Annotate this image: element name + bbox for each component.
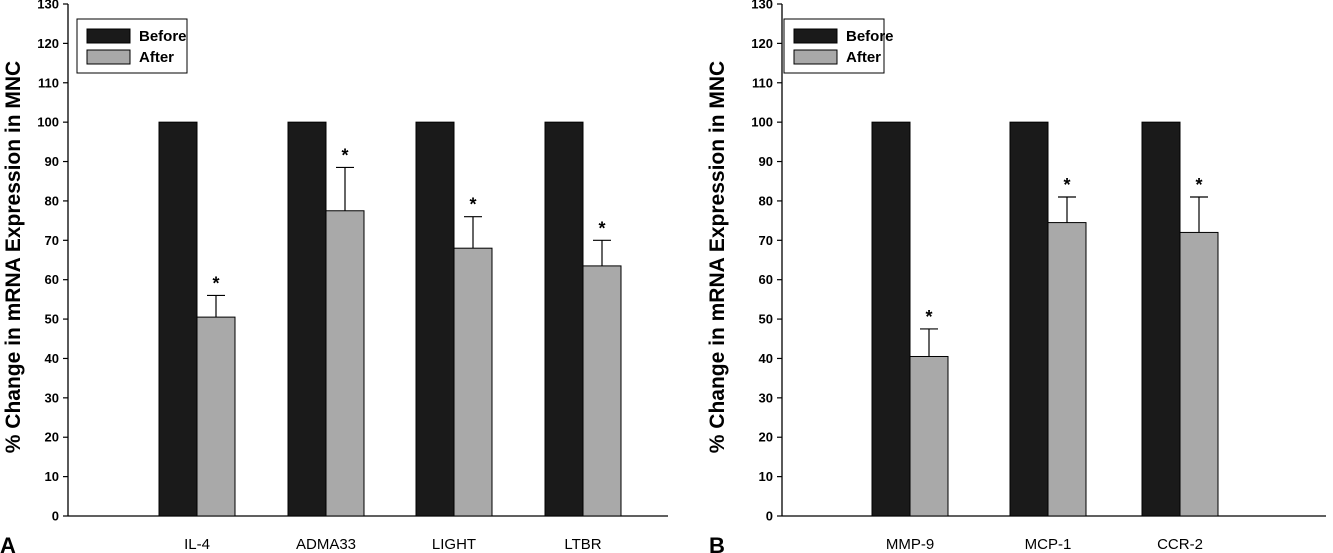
y-tick-label: 60 — [759, 272, 773, 287]
y-tick-label: 10 — [45, 469, 59, 484]
y-tick-label: 20 — [45, 430, 59, 445]
panel-label: A — [0, 533, 16, 553]
y-tick-label: 100 — [37, 115, 59, 130]
legend-swatch — [793, 49, 838, 65]
category-label: MCP-1 — [1025, 536, 1072, 553]
bar-before — [1141, 121, 1181, 517]
bar-after — [325, 210, 365, 517]
panel-b: 0 10 20 30 40 50 60 70 80 90 100 110 120 130 % Change … — [706, 0, 1326, 553]
significance-star: * — [1063, 175, 1070, 195]
y-tick-label: 40 — [759, 351, 773, 366]
bar-after — [1047, 222, 1087, 517]
legend-swatch — [793, 28, 838, 44]
y-tick-label: 50 — [759, 312, 773, 327]
panel-a: 0 10 20 30 40 50 60 70 80 90 100 110 120 130 % Change … — [0, 0, 668, 553]
y-tick-label: 30 — [759, 390, 773, 405]
significance-star: * — [469, 195, 476, 215]
significance-star: * — [1195, 175, 1202, 195]
y-tick-label: 100 — [751, 115, 773, 130]
significance-star: * — [212, 273, 219, 293]
y-tick-label: 10 — [759, 469, 773, 484]
legend-label: Before — [139, 28, 187, 45]
legend-label: After — [846, 49, 881, 66]
y-axis-title: % Change in mRNA Expression in MNC — [2, 61, 25, 453]
y-tick-label: 90 — [759, 154, 773, 169]
y-tick-label: 90 — [45, 154, 59, 169]
y-axis-title: % Change in mRNA Expression in MNC — [706, 61, 729, 453]
bar-after — [196, 316, 236, 517]
significance-star: * — [341, 145, 348, 165]
bar-before — [415, 121, 455, 517]
legend-swatch — [86, 28, 131, 44]
bar-before — [1009, 121, 1049, 517]
category-label: IL-4 — [184, 536, 210, 553]
y-tick-label: 110 — [38, 75, 59, 90]
category-label: LTBR — [564, 536, 601, 553]
legend-label: Before — [846, 28, 894, 45]
bar-before — [544, 121, 584, 517]
bar-before — [871, 121, 911, 517]
y-tick-label: 130 — [37, 0, 59, 12]
bar-before — [158, 121, 198, 517]
category-label: CCR-2 — [1157, 536, 1203, 553]
y-tick-label: 0 — [52, 509, 59, 524]
y-tick-label: 50 — [45, 312, 59, 327]
bar-after — [1179, 231, 1219, 517]
y-tick-label: 120 — [37, 36, 59, 51]
y-tick-label: 0 — [766, 509, 773, 524]
bar-before — [287, 121, 327, 517]
y-tick-label: 30 — [45, 390, 59, 405]
legend-swatch — [86, 49, 131, 65]
y-tick-label: 70 — [759, 233, 773, 248]
y-tick-label: 60 — [45, 272, 59, 287]
y-tick-label: 130 — [751, 0, 773, 12]
y-tick-label: 110 — [752, 75, 773, 90]
bar-after — [582, 265, 622, 517]
y-tick-label: 120 — [751, 36, 773, 51]
significance-star: * — [598, 218, 605, 238]
y-tick-label: 20 — [759, 430, 773, 445]
category-label: MMP-9 — [886, 536, 934, 553]
y-tick-label: 70 — [45, 233, 59, 248]
bar-after — [909, 355, 949, 517]
y-tick-label: 40 — [45, 351, 59, 366]
category-label: LIGHT — [432, 536, 476, 553]
panel-label: B — [709, 533, 725, 553]
y-tick-label: 80 — [45, 193, 59, 208]
bar-after — [453, 247, 493, 517]
legend-label: After — [139, 49, 174, 66]
category-label: ADMA33 — [296, 536, 356, 553]
significance-star: * — [925, 307, 932, 327]
y-tick-label: 80 — [759, 193, 773, 208]
